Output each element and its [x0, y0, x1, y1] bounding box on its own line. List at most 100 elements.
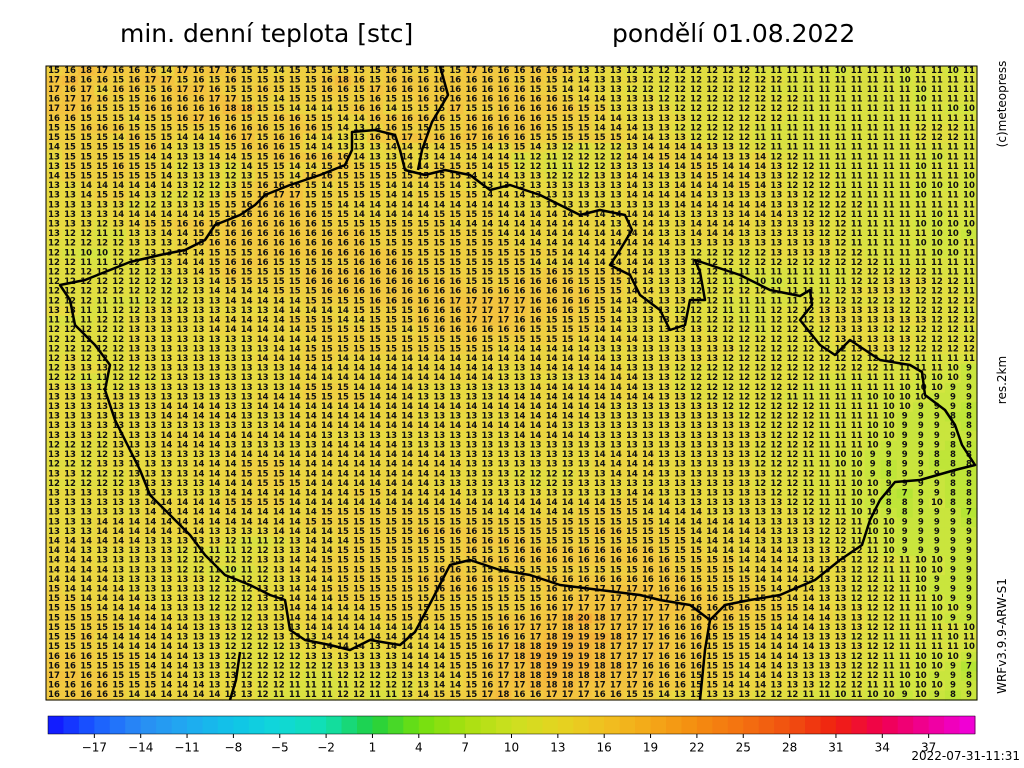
value-cell [672, 85, 689, 96]
value-label: 13 [770, 239, 782, 249]
value-label: 15 [385, 220, 397, 230]
value-cell [784, 133, 802, 144]
value-cell [960, 162, 978, 173]
value-cell [142, 171, 159, 182]
value-cell [896, 85, 914, 96]
value-cell [367, 210, 384, 221]
value-label: 11 [851, 171, 863, 181]
value-cell [575, 114, 593, 125]
value-label: 12 [626, 85, 638, 95]
value-cell [944, 162, 962, 173]
value-cell [318, 152, 336, 163]
value-label: 13 [530, 171, 542, 181]
value-label: 14 [193, 210, 205, 220]
value-cell [190, 200, 208, 211]
value-label: 15 [80, 143, 92, 153]
value-label: 13 [786, 210, 798, 220]
value-label: 15 [177, 123, 189, 133]
value-cell [527, 94, 545, 106]
value-cell [495, 210, 513, 221]
value-label: 14 [578, 248, 590, 258]
value-label: 16 [289, 239, 301, 249]
value-cell [302, 200, 320, 211]
value-label: 12 [835, 248, 847, 258]
value-label: 11 [803, 114, 815, 124]
value-label: 11 [819, 85, 831, 95]
value-cell [174, 210, 192, 221]
value-label: 13 [770, 181, 782, 191]
value-cell [704, 123, 721, 134]
value-label: 13 [610, 66, 622, 76]
value-cell [928, 123, 946, 134]
value-label: 15 [514, 143, 526, 153]
value-label: 11 [915, 152, 927, 162]
value-cell [318, 104, 336, 115]
value-cell [928, 219, 946, 230]
value-cell [607, 123, 625, 134]
value-cell [944, 181, 962, 192]
value-label: 14 [498, 210, 510, 220]
value-label: 11 [867, 143, 879, 153]
value-cell [46, 66, 63, 77]
value-label: 14 [321, 104, 333, 114]
value-label: 15 [530, 133, 542, 143]
value-label: 14 [562, 75, 574, 85]
value-cell [415, 133, 432, 144]
value-label: 13 [48, 152, 60, 162]
value-cell [399, 210, 416, 221]
value-label: 15 [241, 248, 253, 258]
value-cell [672, 66, 689, 77]
value-label: 11 [867, 95, 879, 105]
value-cell [479, 171, 497, 182]
value-label: 13 [722, 239, 734, 249]
value-cell [800, 66, 818, 77]
value-cell [142, 181, 159, 192]
value-cell [270, 219, 288, 230]
value-cell [912, 75, 930, 86]
value-cell [639, 142, 657, 154]
value-label: 14 [160, 181, 172, 191]
value-label: 12 [674, 123, 686, 133]
value-label: 15 [449, 143, 461, 153]
value-label: 12 [674, 75, 686, 85]
value-cell [960, 190, 978, 202]
value-cell [672, 200, 689, 211]
value-cell [190, 66, 208, 77]
value-label: 16 [257, 239, 269, 249]
value-label: 17 [209, 95, 221, 105]
value-cell [479, 104, 497, 115]
value-cell [720, 66, 737, 77]
value-cell [800, 210, 818, 221]
value-label: 14 [658, 143, 670, 153]
value-label: 15 [353, 171, 365, 181]
value-label: 14 [658, 210, 670, 220]
value-label: 15 [433, 210, 445, 220]
value-cell [367, 190, 384, 202]
value-label: 15 [401, 95, 413, 105]
value-label: 13 [819, 239, 831, 249]
value-cell [222, 181, 240, 192]
value-label: 17 [48, 85, 60, 95]
value-cell [511, 133, 529, 144]
value-label: 14 [674, 152, 686, 162]
value-cell [655, 152, 673, 163]
value-label: 14 [305, 143, 317, 153]
value-label: 12 [803, 210, 815, 220]
value-cell [126, 85, 143, 96]
value-cell [527, 181, 545, 192]
value-label: 16 [96, 95, 108, 105]
value-cell [832, 190, 850, 202]
value-label: 12 [738, 104, 750, 114]
value-label: 16 [273, 210, 285, 220]
value-cell [78, 219, 95, 230]
value-label: 12 [819, 220, 831, 230]
value-label: 10 [931, 181, 943, 191]
value-label: 13 [722, 210, 734, 220]
value-cell [655, 133, 673, 144]
value-cell [174, 85, 192, 96]
value-cell [431, 94, 448, 106]
value-cell [752, 133, 769, 144]
value-label: 15 [594, 133, 606, 143]
value-cell [350, 123, 368, 134]
value-label: 13 [770, 200, 782, 210]
